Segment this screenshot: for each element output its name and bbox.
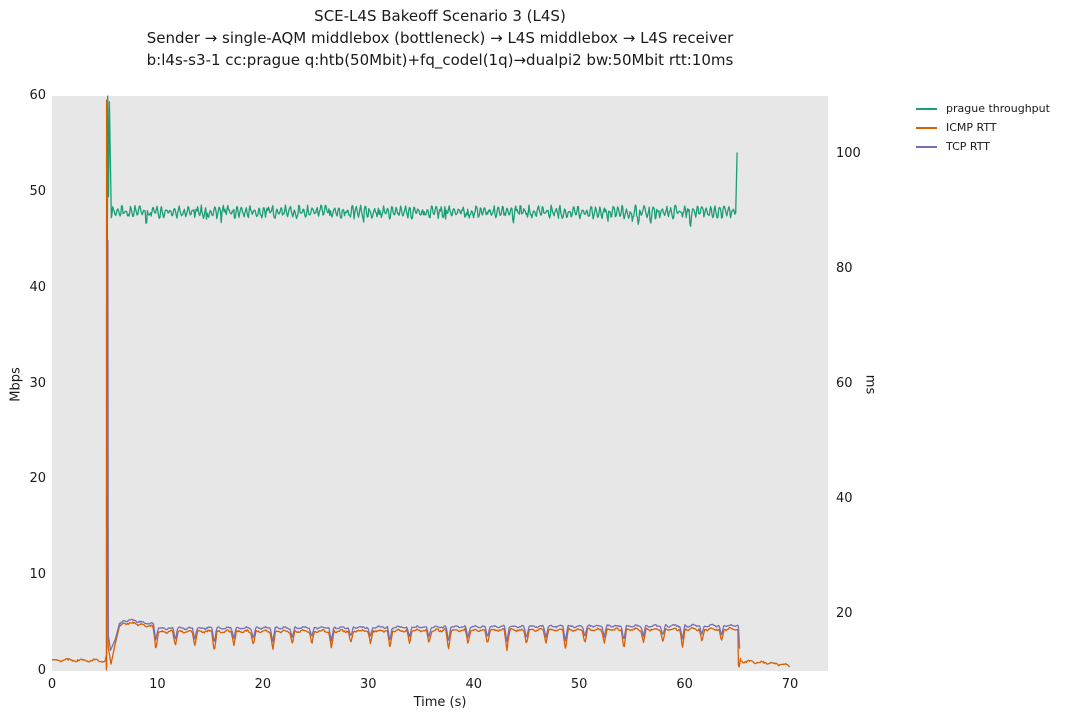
chart-title: SCE-L4S Bakeoff Scenario 3 (L4S) [314, 7, 566, 25]
legend: prague throughput ICMP RTT TCP RTT [916, 99, 1050, 156]
x-tick-label: 30 [360, 677, 377, 692]
left-tick-label: 60 [29, 88, 46, 103]
legend-line-swatch [916, 107, 937, 110]
left-tick-label: 50 [29, 183, 46, 199]
series-line-icmp-rtt [51, 99, 791, 671]
x-tick-label: 0 [47, 677, 57, 692]
x-tick-label: 10 [149, 677, 166, 692]
legend-item-icmp-rtt: ICMP RTT [916, 118, 1050, 137]
legend-item-tcp-rtt: TCP RTT [916, 137, 1050, 156]
right-tick-label: 100 [836, 145, 861, 161]
x-axis-label: Time (s) [413, 695, 467, 710]
legend-line-swatch [916, 145, 937, 148]
left-tick-label: 10 [29, 567, 46, 583]
left-tick-label: 0 [37, 663, 46, 678]
right-tick-label: 60 [836, 375, 853, 391]
right-tick-label: 80 [836, 260, 853, 276]
chart-subtitle-topology: Sender → single-AQM middlebox (bottlenec… [146, 29, 734, 47]
x-tick-label: 70 [781, 677, 799, 692]
legend-label: prague throughput [946, 102, 1050, 115]
legend-label: TCP RTT [946, 140, 990, 153]
left-tick-label: 30 [29, 375, 46, 391]
left-tick-label: 40 [29, 279, 46, 295]
plot-background [52, 96, 828, 671]
series-line-tcp-rtt [107, 239, 741, 651]
right-tick-label: 20 [836, 605, 853, 621]
chart-title-block: SCE-L4S Bakeoff Scenario 3 (L4S) Sender … [52, 5, 828, 71]
right-tick-label: 40 [836, 490, 853, 506]
x-tick-label: 40 [465, 677, 483, 692]
chart-subtitle-params: b:l4s-s3-1 cc:prague q:htb(50Mbit)+fq_co… [146, 51, 734, 69]
legend-label: ICMP RTT [946, 121, 997, 134]
legend-line-swatch [916, 126, 937, 129]
x-tick-label: 20 [254, 677, 272, 692]
right-axis-label: ms [862, 374, 878, 395]
left-tick-label: 20 [29, 471, 46, 487]
x-tick-label: 50 [570, 677, 588, 692]
legend-item-prague-throughput: prague throughput [916, 99, 1050, 118]
series-line-prague-throughput [105, 95, 738, 669]
x-tick-label: 60 [676, 677, 693, 692]
